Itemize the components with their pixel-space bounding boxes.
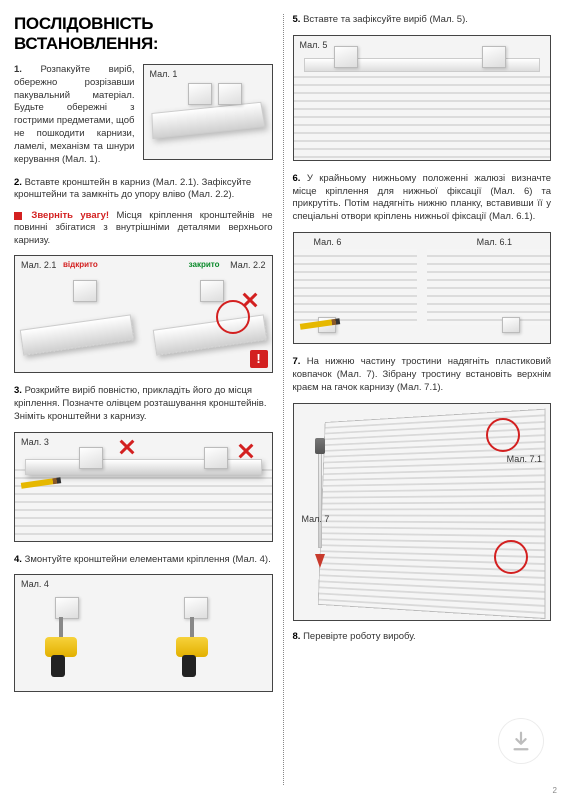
figure-6: Мал. 6 Мал. 6.1 [293, 232, 552, 344]
step-1-num: 1. [14, 64, 22, 75]
bracket-icon [73, 280, 97, 302]
step-1-text: 1. Розпакуйте виріб, обережно розрізавши… [14, 64, 135, 167]
step-7-num: 7. [293, 356, 301, 367]
step-2: 2. Вставте кронштейн в карниз (Мал. 2.1)… [14, 177, 273, 203]
blinds-icon [427, 249, 550, 325]
step-1-body: Розпакуйте виріб, обережно розрізавши па… [14, 64, 135, 165]
step-5-body: Вставте та зафіксуйте виріб (Мал. 5). [303, 14, 468, 25]
red-x-icon [238, 443, 254, 459]
figure-1-illus [144, 65, 272, 159]
wand-icon [318, 448, 322, 548]
column-divider [283, 14, 284, 785]
figure-3: Мал. 3 [14, 432, 273, 542]
figure-7-label: Мал. 7 [302, 514, 330, 524]
figure-1: Мал. 1 [143, 64, 273, 160]
rail-icon [20, 314, 135, 355]
attention-label: Зверніть увагу! [31, 210, 109, 221]
highlight-circle-icon [494, 540, 528, 574]
rail-icon [151, 101, 265, 138]
step-4-num: 4. [14, 554, 22, 565]
drill-icon [45, 637, 85, 687]
download-arrow-icon [510, 730, 532, 752]
figure-4-illus [15, 575, 272, 691]
bracket-icon [188, 83, 212, 105]
warning-badge-icon: ! [250, 350, 268, 368]
step-1: 1. Розпакуйте виріб, обережно розрізавши… [14, 64, 273, 167]
figure-2: Мал. 2.1 Мал. 2.2 відкрито закрито ! [14, 255, 273, 373]
bracket-icon [482, 46, 506, 68]
bracket-icon [334, 46, 358, 68]
step-4: 4. Змонтуйте кронштейни елементами кріпл… [14, 554, 273, 567]
figure-5-illus [294, 36, 551, 160]
rail-icon [152, 314, 267, 355]
left-column: ПОСЛІДОВНІСТЬ ВСТАНОВЛЕННЯ: 1. Розпакуйт… [0, 0, 283, 799]
red-x-icon [119, 439, 135, 455]
step-8-body: Перевірте роботу виробу. [303, 631, 416, 642]
bracket-icon [79, 447, 103, 469]
step-2-body: Вставте кронштейн в карниз (Мал. 2.1). З… [14, 177, 251, 201]
step-7-body: На нижню частину тростини надягніть плас… [293, 356, 552, 393]
page-title: ПОСЛІДОВНІСТЬ ВСТАНОВЛЕННЯ: [14, 14, 273, 54]
clip-icon [502, 317, 520, 333]
figure-7-illus: Мал. 7 Мал. 7.1 [294, 404, 551, 620]
figure-71-label: Мал. 7.1 [507, 454, 542, 464]
warning-square-icon [14, 212, 22, 220]
bracket-icon [204, 447, 228, 469]
step-3: 3. Розкрийте виріб повністю, прикладіть … [14, 385, 273, 423]
bracket-icon [55, 597, 79, 619]
drill-icon [176, 637, 216, 687]
step-6-num: 6. [293, 173, 301, 184]
step-5-num: 5. [293, 14, 301, 25]
step-3-num: 3. [14, 385, 22, 396]
figure-4: Мал. 4 [14, 574, 273, 692]
step-4-body: Змонтуйте кронштейни елементами кріпленн… [25, 554, 271, 565]
step-8: 8. Перевірте роботу виробу. [293, 631, 552, 644]
figure-2-illus: ! [15, 256, 272, 372]
figure-3-illus [15, 433, 272, 541]
highlight-circle-icon [486, 418, 520, 452]
bracket-icon [184, 597, 208, 619]
figure-6-illus [294, 233, 551, 343]
blinds-icon [294, 70, 551, 160]
step-6-body: У крайньому нижньому положенні жалюзі ви… [293, 173, 552, 222]
page-number: 2 [553, 786, 557, 795]
tassel-icon [315, 554, 325, 568]
bracket-icon [218, 83, 242, 105]
hook-cap-icon [315, 438, 325, 454]
attention-block: Зверніть увагу! Місця кріплення кронштей… [14, 210, 273, 247]
download-watermark-icon [499, 719, 543, 763]
step-5: 5. Вставте та зафіксуйте виріб (Мал. 5). [293, 14, 552, 27]
step-7: 7. На нижню частину тростини надягніть п… [293, 356, 552, 394]
figure-7: Мал. 7 Мал. 7.1 [293, 403, 552, 621]
figure-5: Мал. 5 [293, 35, 552, 161]
step-6: 6. У крайньому нижньому положенні жалюзі… [293, 173, 552, 224]
step-3-body: Розкрийте виріб повністю, прикладіть йог… [14, 385, 266, 422]
step-8-num: 8. [293, 631, 301, 642]
step-2-num: 2. [14, 177, 22, 188]
red-x-icon [242, 292, 258, 308]
bracket-icon [200, 280, 224, 302]
blinds-icon [294, 249, 417, 325]
right-column: 5. Вставте та зафіксуйте виріб (Мал. 5).… [283, 0, 565, 799]
